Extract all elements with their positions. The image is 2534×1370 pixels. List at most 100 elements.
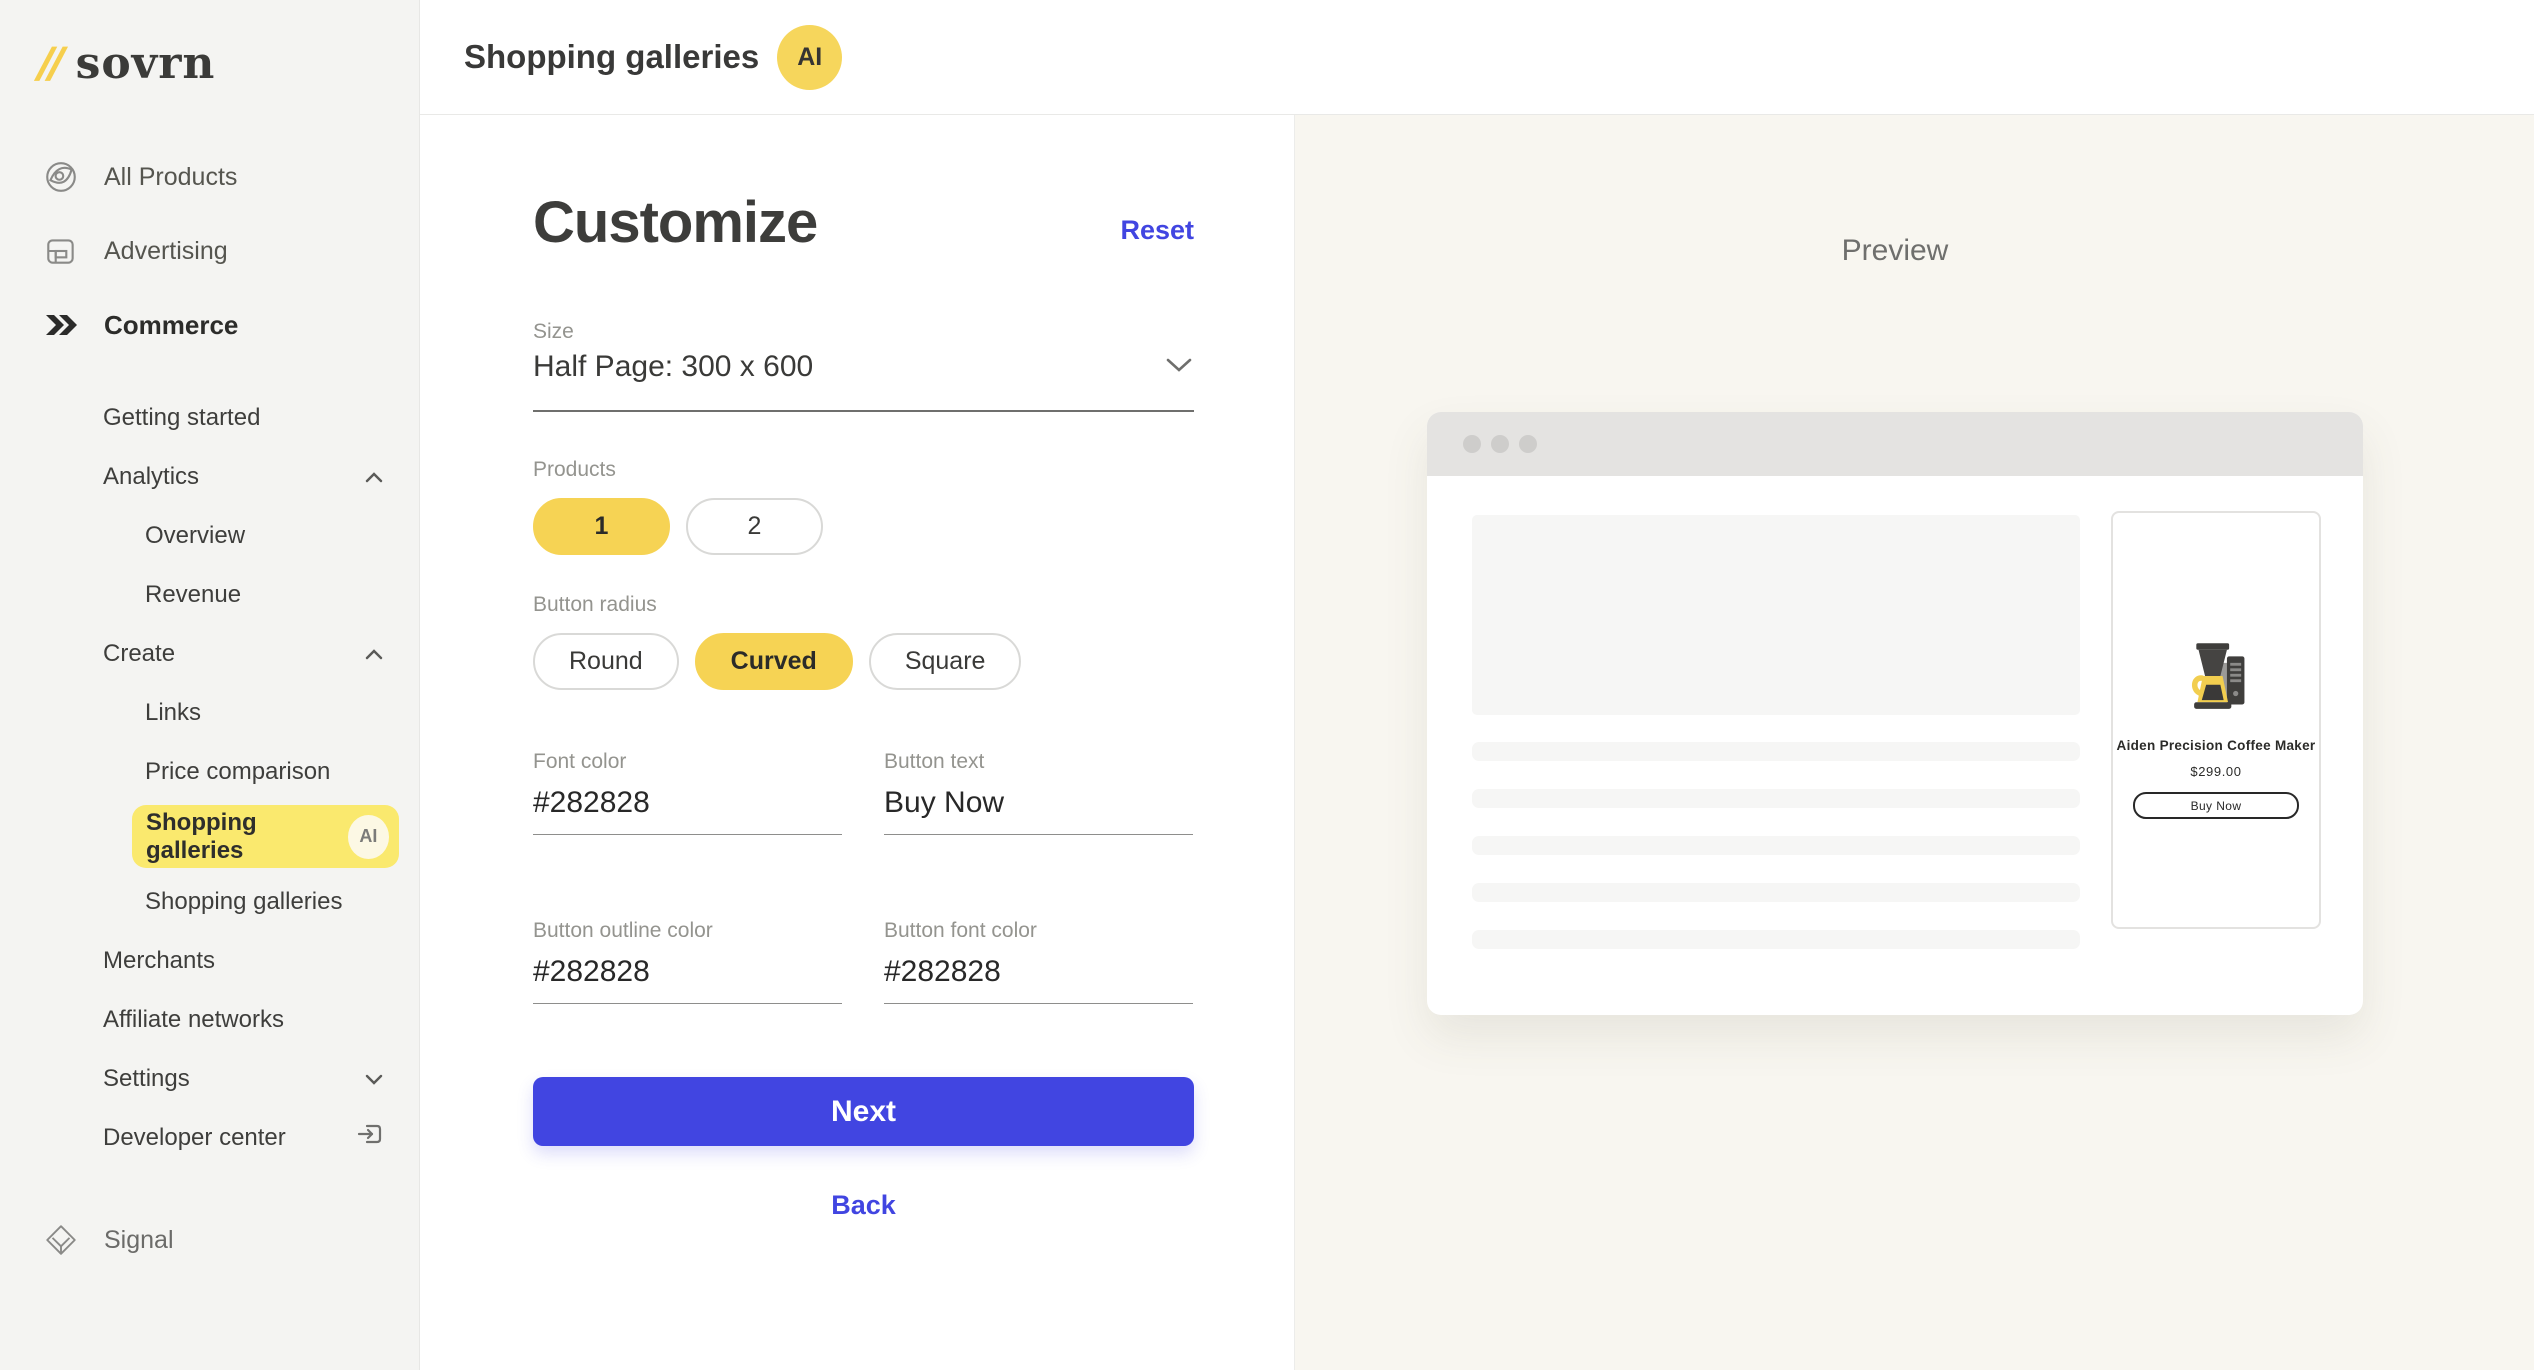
placeholder-line	[1472, 883, 2080, 902]
products-toggle-group: 1 2	[533, 498, 1194, 555]
font-color-input[interactable]	[533, 778, 842, 835]
radius-option-square[interactable]: Square	[868, 633, 1022, 690]
content-placeholder-lines	[1472, 742, 2080, 977]
sidebar-item-getting-started[interactable]: Getting started	[0, 388, 419, 447]
sidebar-item-label: Create	[103, 639, 176, 667]
signal-diamond-icon	[38, 1222, 84, 1258]
font-color-label: Font color	[533, 750, 627, 773]
sidebar-item-label: All Products	[104, 162, 238, 191]
coffee-maker-image	[2180, 641, 2252, 716]
sidebar-item-label: Developer center	[103, 1123, 286, 1151]
content-placeholder-block	[1472, 515, 2080, 715]
sidebar-item-all-products[interactable]: All Products	[0, 140, 419, 214]
sidebar-item-price-comparison[interactable]: Price comparison	[0, 742, 419, 801]
customize-title: Customize	[533, 190, 818, 255]
sidebar-item-signal[interactable]: Signal	[0, 1203, 419, 1277]
chevron-down-icon	[363, 1065, 385, 1093]
browser-mockup: Aiden Precision Coffee Maker $299.00 Buy…	[1427, 412, 2363, 1015]
sidebar-item-commerce[interactable]: Commerce	[0, 288, 419, 362]
commerce-chevrons-icon	[38, 308, 84, 342]
browser-dot-icon	[1491, 435, 1509, 453]
sidebar-item-label: Commerce	[104, 309, 239, 340]
sidebar-item-merchants[interactable]: Merchants	[0, 931, 419, 990]
sidebar-item-overview[interactable]: Overview	[0, 506, 419, 565]
placeholder-line	[1472, 836, 2080, 855]
sidebar-item-shopping-galleries-active[interactable]: Shopping galleries AI	[132, 805, 399, 868]
button-font-color-label: Button font color	[884, 919, 1037, 942]
size-dropdown[interactable]: Size Half Page: 300 x 600	[533, 320, 1194, 412]
sidebar-item-label: Settings	[103, 1064, 190, 1092]
sidebar-item-analytics[interactable]: Analytics	[0, 447, 419, 506]
main-column: Shopping galleries AI Customize Reset Si…	[420, 0, 2534, 1370]
advertising-window-icon	[38, 233, 84, 269]
next-button[interactable]: Next	[533, 1077, 1194, 1146]
sidebar-item-label: Revenue	[145, 580, 242, 608]
size-label: Size	[533, 320, 574, 343]
sidebar-nav: All Products Advertising Commerce	[0, 140, 419, 1277]
buy-now-button-preview: Buy Now	[2133, 792, 2299, 819]
size-value: Half Page: 300 x 600	[533, 350, 814, 383]
products-option-1[interactable]: 1	[533, 498, 670, 555]
sidebar-item-advertising[interactable]: Advertising	[0, 214, 419, 288]
button-text-input[interactable]	[884, 778, 1193, 835]
page-header: Shopping galleries AI	[420, 0, 2534, 115]
ai-badge: AI	[777, 24, 843, 90]
sidebar-item-label: Links	[145, 698, 202, 726]
reset-button[interactable]: Reset	[1120, 215, 1194, 245]
product-name: Aiden Precision Coffee Maker	[2116, 738, 2316, 753]
products-label: Products	[533, 458, 616, 481]
radius-option-curved[interactable]: Curved	[694, 633, 853, 690]
sidebar-item-label: Signal	[104, 1225, 174, 1254]
sovrn-logo-text: sovrn	[75, 38, 216, 89]
button-radius-toggle-group: Round Curved Square	[533, 633, 1194, 690]
back-button[interactable]: Back	[831, 1190, 896, 1220]
browser-titlebar	[1427, 412, 2363, 476]
ai-badge: AI	[347, 814, 389, 859]
button-outline-color-label: Button outline color	[533, 919, 713, 942]
sidebar-item-developer-center[interactable]: Developer center	[0, 1108, 419, 1167]
chevron-down-icon	[1164, 356, 1194, 379]
sidebar-item-affiliate-networks[interactable]: Affiliate networks	[0, 990, 419, 1049]
content: Customize Reset Size Half Page: 300 x 60…	[420, 115, 2534, 1370]
external-link-icon	[355, 1119, 385, 1156]
placeholder-line	[1472, 930, 2080, 949]
preview-title: Preview	[1841, 234, 1949, 267]
sidebar-item-label: Affiliate networks	[103, 1005, 284, 1033]
button-font-color-input[interactable]	[884, 947, 1193, 1004]
sidebar-item-create[interactable]: Create	[0, 624, 419, 683]
browser-dot-icon	[1519, 435, 1537, 453]
placeholder-line	[1472, 789, 2080, 808]
products-option-2[interactable]: 2	[686, 498, 823, 555]
sidebar-item-label: Overview	[145, 521, 246, 549]
button-outline-color-input[interactable]	[533, 947, 842, 1004]
sidebar-item-shopping-galleries[interactable]: Shopping galleries	[0, 872, 419, 931]
sidebar-item-label: Shopping galleries	[145, 887, 343, 915]
sidebar-item-label: Analytics	[103, 462, 200, 490]
sovrn-logo-slashes-icon: //	[34, 38, 64, 90]
chevron-up-icon	[363, 640, 385, 668]
placeholder-line	[1472, 742, 2080, 761]
commerce-sub-list: Getting started Analytics Overview Reven…	[0, 388, 419, 1167]
sidebar-active-row: Shopping galleries AI	[0, 805, 419, 868]
sidebar-item-label: Price comparison	[145, 757, 331, 785]
sidebar-item-label: Advertising	[104, 236, 228, 265]
chevron-up-icon	[363, 463, 385, 491]
customize-panel: Customize Reset Size Half Page: 300 x 60…	[420, 115, 1295, 1370]
sidebar: // sovrn All Products Advertisi	[0, 0, 420, 1370]
sidebar-item-label: Getting started	[103, 403, 261, 431]
button-radius-label: Button radius	[533, 593, 657, 616]
ad-preview-card: Aiden Precision Coffee Maker $299.00 Buy…	[2111, 511, 2321, 929]
browser-body: Aiden Precision Coffee Maker $299.00 Buy…	[1427, 476, 2363, 1015]
sidebar-item-settings[interactable]: Settings	[0, 1049, 419, 1108]
sovrn-logo[interactable]: // sovrn	[0, 36, 419, 92]
sidebar-item-revenue[interactable]: Revenue	[0, 565, 419, 624]
sidebar-item-label: Shopping galleries	[146, 808, 257, 864]
sidebar-item-links[interactable]: Links	[0, 683, 419, 742]
compass-icon	[38, 159, 84, 195]
browser-dot-icon	[1463, 435, 1481, 453]
radius-option-round[interactable]: Round	[533, 633, 679, 690]
page-title: Shopping galleries	[464, 38, 760, 75]
sidebar-item-label: Merchants	[103, 946, 216, 974]
preview-panel: Preview	[1295, 115, 2534, 1370]
product-price: $299.00	[2190, 764, 2242, 779]
